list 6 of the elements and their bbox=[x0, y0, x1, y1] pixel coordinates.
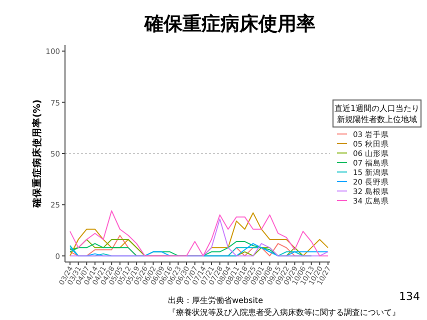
text: 134 bbox=[399, 290, 420, 303]
text: 『療養状況等及び入院患者受入病床数等に関する調査について』 bbox=[168, 308, 400, 317]
chart-title: 確保重症病床使用率 bbox=[144, 13, 316, 35]
y-axis-title: 確保重症病床使用率(%) bbox=[31, 99, 43, 209]
source-note: 出典：厚生労働省website bbox=[168, 296, 264, 305]
legend-title: 直近1週間の人口当たり新規陽性者数上位地域 bbox=[334, 104, 420, 124]
